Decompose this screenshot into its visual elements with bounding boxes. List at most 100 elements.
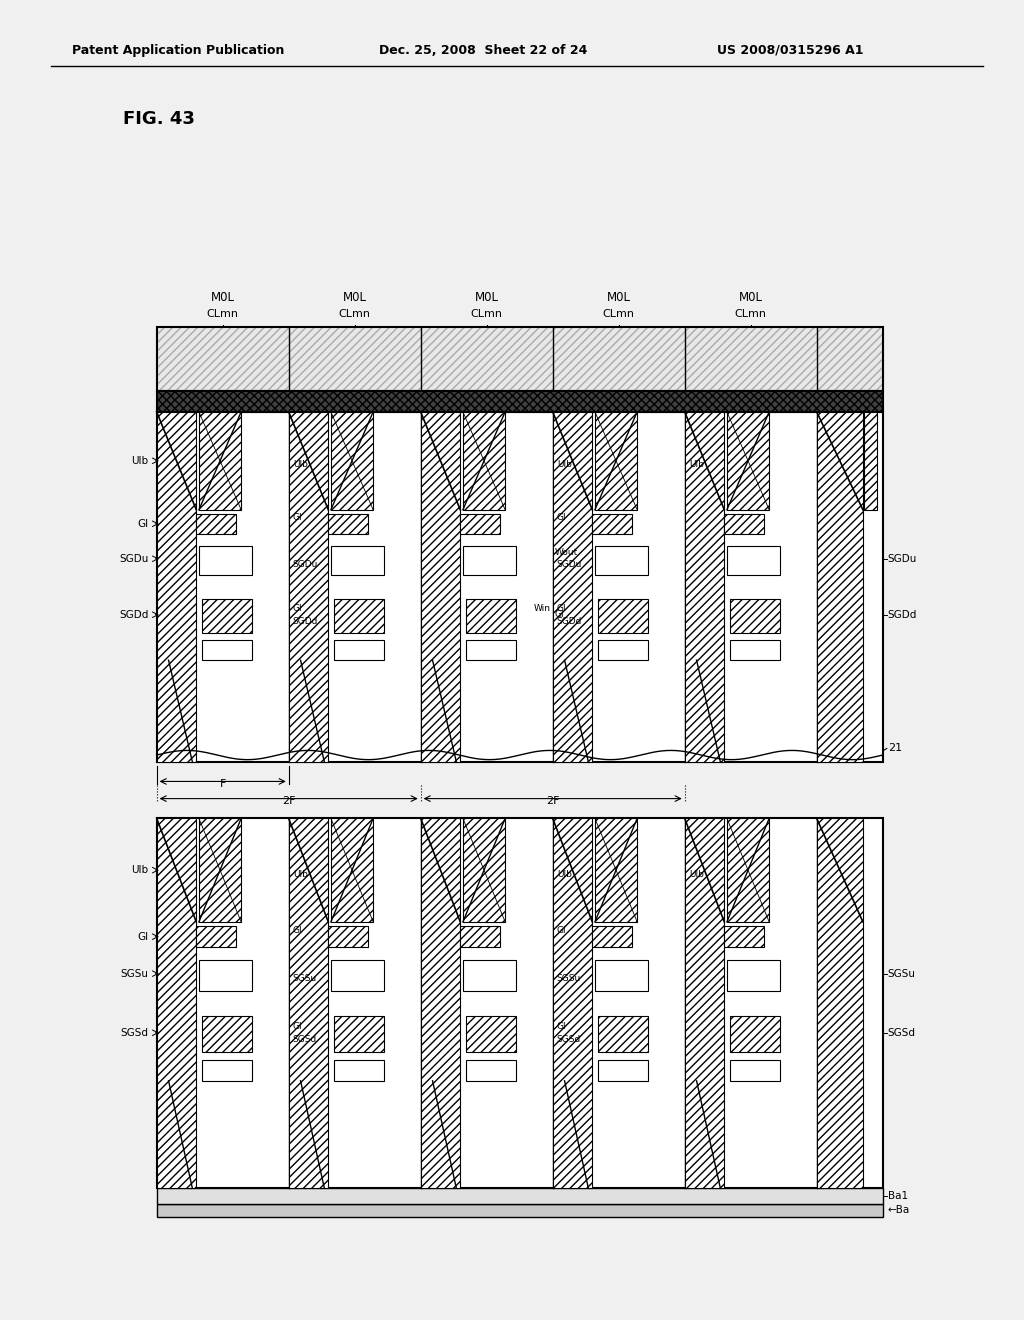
Text: M0L: M0L (475, 290, 499, 304)
Text: UIb: UIb (557, 461, 571, 470)
Bar (197, 513, 236, 533)
Text: Patent Application Publication: Patent Application Publication (72, 44, 284, 57)
Text: CLmn: CLmn (734, 309, 767, 319)
Bar (197, 927, 236, 946)
Bar (729, 1060, 779, 1081)
Text: UIb: UIb (689, 461, 703, 470)
Text: SGSu: SGSu (121, 969, 148, 978)
Text: UIb: UIb (557, 870, 571, 879)
Text: 2F: 2F (282, 796, 296, 807)
Text: SGSd: SGSd (888, 1028, 915, 1038)
Text: Ba1: Ba1 (888, 1191, 908, 1201)
Text: SGDd: SGDd (557, 616, 583, 626)
Bar (595, 412, 637, 510)
Text: CLmn: CLmn (207, 309, 239, 319)
Text: 2F: 2F (546, 796, 559, 807)
Bar (685, 412, 724, 762)
Text: SGSd: SGSd (557, 1035, 581, 1044)
Bar (592, 927, 632, 946)
Text: M0L: M0L (738, 290, 763, 304)
Bar (157, 818, 197, 1188)
Bar (598, 1060, 648, 1081)
Text: GI: GI (293, 603, 302, 612)
Bar (157, 1188, 883, 1204)
Bar (727, 960, 779, 991)
Text: SGDu: SGDu (293, 560, 318, 569)
Bar (595, 545, 648, 576)
Bar (331, 960, 384, 991)
Bar (157, 327, 883, 391)
Bar (199, 545, 252, 576)
Bar (199, 818, 242, 921)
Text: GI: GI (557, 512, 566, 521)
Text: Win: Win (534, 603, 551, 612)
Text: SGDd: SGDd (888, 610, 918, 619)
Bar (460, 513, 500, 533)
Text: UIb: UIb (293, 870, 307, 879)
Text: SGDu: SGDu (119, 554, 148, 564)
Bar (729, 599, 779, 634)
Bar (466, 599, 516, 634)
Bar (724, 927, 764, 946)
Text: GI: GI (137, 519, 148, 529)
Bar (466, 1060, 516, 1081)
Text: GI: GI (137, 932, 148, 941)
Bar (817, 412, 863, 762)
Text: US 2008/0315296 A1: US 2008/0315296 A1 (717, 44, 863, 57)
Bar (334, 599, 384, 634)
Bar (463, 818, 505, 921)
Text: ←Ba: ←Ba (888, 1205, 910, 1216)
Bar (157, 818, 883, 1188)
Text: SGSd: SGSd (293, 1035, 317, 1044)
Bar (598, 640, 648, 660)
Text: SGSd: SGSd (121, 1028, 148, 1038)
Bar (553, 412, 592, 762)
Text: SGDu: SGDu (557, 560, 583, 569)
Text: GI: GI (293, 1022, 302, 1031)
Bar (598, 599, 648, 634)
Bar (202, 599, 252, 634)
Bar (331, 545, 384, 576)
Bar (727, 545, 779, 576)
Bar (729, 1016, 779, 1052)
Bar (331, 818, 373, 921)
Text: M0L: M0L (343, 290, 367, 304)
Text: CLmn: CLmn (339, 309, 371, 319)
Bar (199, 412, 242, 510)
Bar (334, 1016, 384, 1052)
Bar (727, 818, 769, 921)
Bar (553, 818, 592, 1188)
Text: 21: 21 (888, 743, 902, 754)
Text: UIb: UIb (293, 461, 307, 470)
Text: GI: GI (557, 1022, 566, 1031)
Bar (595, 960, 648, 991)
Text: CLmn: CLmn (603, 309, 635, 319)
Bar (199, 960, 252, 991)
Bar (202, 640, 252, 660)
Bar (724, 513, 764, 533)
Bar (329, 927, 368, 946)
Bar (331, 412, 373, 510)
Bar (595, 818, 637, 921)
Text: Wout: Wout (555, 548, 578, 557)
Bar (289, 412, 329, 762)
Bar (592, 513, 632, 533)
Bar (421, 412, 460, 762)
Text: F: F (219, 779, 226, 789)
Bar (864, 412, 878, 510)
Bar (157, 327, 883, 391)
Text: M0L: M0L (606, 290, 631, 304)
Text: UIb: UIb (131, 865, 148, 875)
Bar (329, 513, 368, 533)
Bar (202, 1060, 252, 1081)
Text: SGDd: SGDd (119, 610, 148, 619)
Bar (334, 640, 384, 660)
Bar (466, 1016, 516, 1052)
Text: SGSu: SGSu (293, 974, 317, 983)
Text: GI: GI (557, 603, 566, 612)
Bar (463, 412, 505, 510)
Text: Dec. 25, 2008  Sheet 22 of 24: Dec. 25, 2008 Sheet 22 of 24 (379, 44, 587, 57)
Text: GI: GI (293, 925, 302, 935)
Bar (685, 818, 724, 1188)
Text: GI: GI (555, 610, 564, 619)
